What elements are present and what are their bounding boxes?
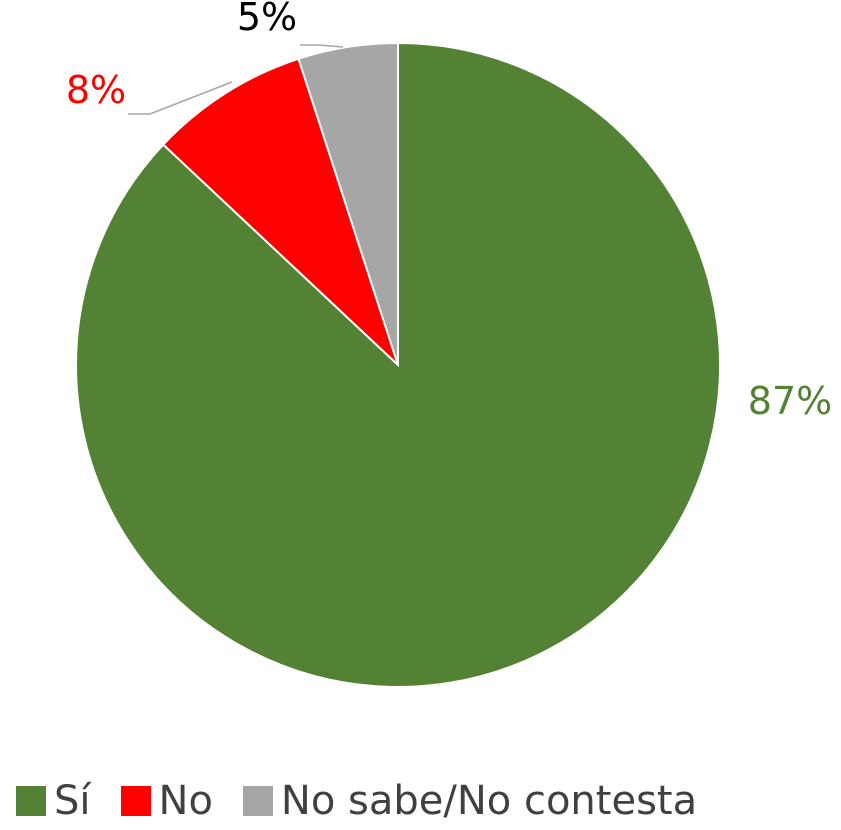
legend-label-no: No (158, 778, 213, 824)
data-label-si: 87% (748, 379, 832, 423)
legend-item-si[interactable]: Sí (16, 778, 91, 824)
legend-label-no-sabe: No sabe/No contesta (280, 778, 698, 824)
legend-item-no-sabe[interactable]: No sabe/No contesta (242, 778, 698, 824)
legend: Sí No No sabe/No contesta (16, 778, 697, 824)
label-leader-lines (128, 44, 344, 115)
legend-swatch-no-sabe (242, 786, 273, 816)
legend-label-si: Sí (54, 778, 91, 824)
pie-slice-no (161, 57, 399, 366)
legend-swatch-no (120, 786, 151, 816)
leader-line-no-sabe (300, 44, 344, 48)
data-label-no-sabe: 5% (237, 0, 297, 39)
leader-line-no (128, 81, 233, 115)
legend-swatch-si (16, 786, 46, 816)
data-labels: 87% 8% 5% (66, 0, 832, 423)
data-label-no: 8% (66, 68, 126, 112)
pie-slice-no-sabe (297, 41, 399, 366)
pie-slices (75, 41, 721, 688)
legend-item-no[interactable]: No (120, 778, 213, 824)
